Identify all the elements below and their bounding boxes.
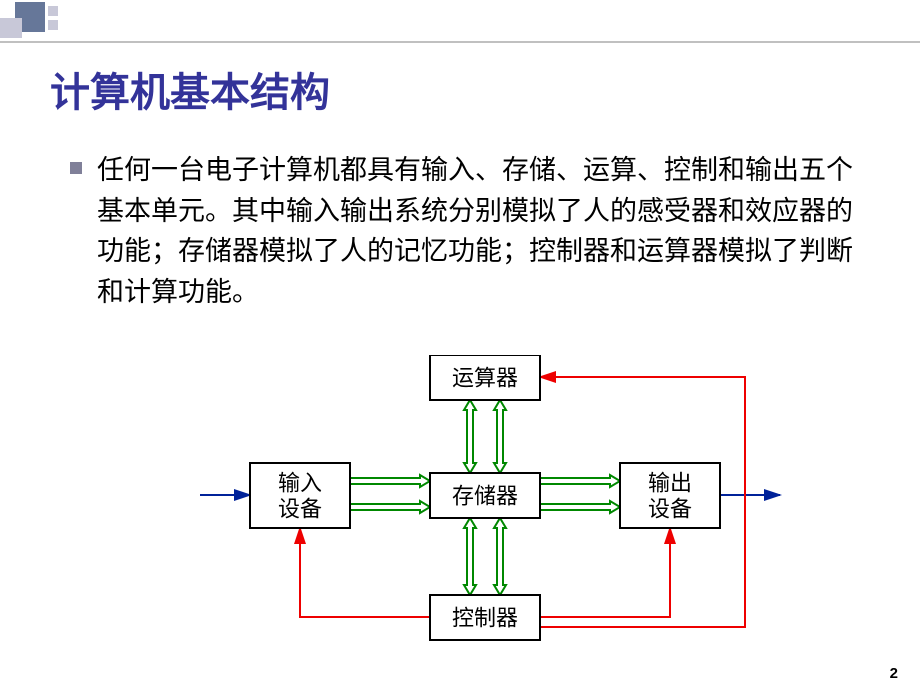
decoration-svg [0, 0, 920, 44]
svg-text:输出: 输出 [648, 471, 692, 496]
diagram-svg: 运算器存储器输入设备输出设备控制器 [200, 355, 820, 655]
svg-text:控制器: 控制器 [452, 606, 518, 631]
page-number: 2 [890, 665, 898, 682]
bullet-section: 任何一台电子计算机都具有输入、存储、运算、控制和输出五个基本单元。其中输入输出系… [70, 150, 860, 312]
svg-text:设备: 设备 [278, 497, 322, 522]
deco-rect [0, 18, 22, 38]
page-title: 计算机基本结构 [50, 60, 330, 118]
svg-text:输入: 输入 [278, 471, 322, 496]
top-decoration [0, 0, 920, 40]
svg-text:存储器: 存储器 [452, 484, 518, 509]
bullet-text: 任何一台电子计算机都具有输入、存储、运算、控制和输出五个基本单元。其中输入输出系… [97, 150, 860, 312]
svg-text:运算器: 运算器 [452, 366, 518, 391]
bullet-marker [70, 162, 82, 174]
bullet-item: 任何一台电子计算机都具有输入、存储、运算、控制和输出五个基本单元。其中输入输出系… [70, 150, 860, 312]
architecture-diagram: 运算器存储器输入设备输出设备控制器 [200, 355, 820, 655]
deco-rect [48, 6, 58, 16]
deco-rect [48, 20, 58, 30]
svg-text:设备: 设备 [648, 497, 692, 522]
